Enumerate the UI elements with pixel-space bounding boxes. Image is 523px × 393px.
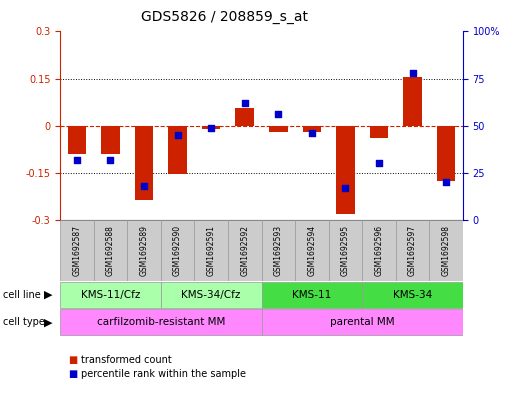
Point (442, 179, 450, 185)
Text: ▶: ▶ (44, 317, 52, 327)
Text: GSM1692596: GSM1692596 (374, 225, 383, 276)
Text: GSM1692587: GSM1692587 (72, 225, 82, 276)
Bar (262, 220, 295, 281)
Bar (228, 220, 262, 281)
Bar (362, 281, 463, 308)
Text: GSM1692598: GSM1692598 (441, 225, 451, 276)
Bar (168, 126, 187, 174)
Bar (403, 77, 422, 126)
Point (140, 183, 148, 189)
Point (308, 130, 316, 136)
Text: KMS-34: KMS-34 (393, 290, 432, 300)
Bar (202, 126, 220, 129)
Bar (362, 220, 396, 281)
Text: ■: ■ (68, 369, 77, 379)
Point (241, 100, 249, 106)
Text: GSM1692591: GSM1692591 (207, 225, 215, 276)
Bar (437, 126, 456, 181)
Bar (262, 281, 362, 308)
Bar (135, 126, 153, 200)
Text: GSM1692588: GSM1692588 (106, 225, 115, 276)
Text: GSM1692597: GSM1692597 (408, 225, 417, 276)
Point (174, 132, 182, 138)
Text: GSM1692594: GSM1692594 (308, 225, 316, 276)
Text: cell line: cell line (3, 290, 40, 300)
Bar (303, 126, 321, 132)
Text: carfilzomib-resistant MM: carfilzomib-resistant MM (97, 317, 225, 327)
Text: GSM1692589: GSM1692589 (140, 225, 149, 276)
Point (408, 70, 417, 76)
Text: GSM1692595: GSM1692595 (341, 225, 350, 276)
Bar (161, 281, 262, 308)
Text: KMS-34/Cfz: KMS-34/Cfz (181, 290, 241, 300)
Bar (101, 126, 120, 154)
Bar (60, 220, 94, 281)
Bar (429, 220, 463, 281)
Point (207, 125, 215, 131)
Text: transformed count: transformed count (81, 354, 172, 365)
Text: cell type: cell type (3, 317, 44, 327)
Bar (396, 220, 429, 281)
Text: KMS-11/Cfz: KMS-11/Cfz (81, 290, 140, 300)
Text: GSM1692593: GSM1692593 (274, 225, 283, 276)
Point (341, 185, 349, 191)
Bar (60, 309, 262, 336)
Point (106, 156, 115, 163)
Bar (295, 220, 328, 281)
Bar (60, 281, 161, 308)
Bar (195, 220, 228, 281)
Text: GDS5826 / 208859_s_at: GDS5826 / 208859_s_at (141, 10, 309, 24)
Bar (262, 309, 463, 336)
Text: ■: ■ (68, 354, 77, 365)
Bar (269, 126, 288, 132)
Text: GSM1692590: GSM1692590 (173, 225, 182, 276)
Bar (161, 220, 195, 281)
Bar (67, 126, 86, 154)
Bar (328, 220, 362, 281)
Bar (127, 220, 161, 281)
Text: GSM1692592: GSM1692592 (240, 225, 249, 276)
Bar (235, 108, 254, 126)
Text: percentile rank within the sample: percentile rank within the sample (81, 369, 246, 379)
Text: ▶: ▶ (44, 290, 52, 300)
Bar (94, 220, 127, 281)
Point (274, 111, 282, 118)
Text: KMS-11: KMS-11 (292, 290, 332, 300)
Bar (370, 126, 388, 138)
Text: parental MM: parental MM (330, 317, 394, 327)
Bar (336, 126, 355, 214)
Point (375, 160, 383, 167)
Point (73, 156, 81, 163)
